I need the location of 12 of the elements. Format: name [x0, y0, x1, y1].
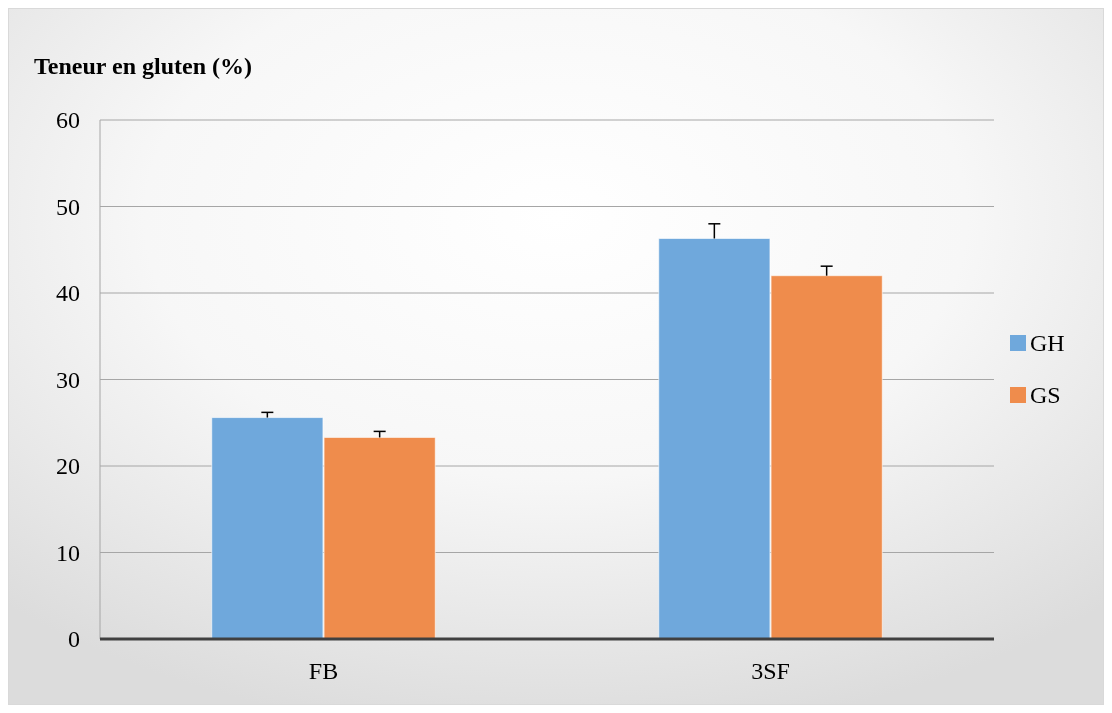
- y-tick-label: 50: [56, 193, 80, 220]
- y-tick-label: 20: [56, 453, 80, 480]
- y-tick-label: 40: [56, 280, 80, 307]
- text: GH: [1030, 330, 1065, 357]
- legend-label: GS: [1030, 382, 1061, 409]
- y-tick-label: 30: [56, 366, 80, 393]
- y-tick-label: 10: [56, 539, 80, 566]
- y-tick-label: 60: [56, 107, 80, 134]
- x-tick-label: 3SF: [751, 658, 790, 684]
- y-tick-label: 0: [68, 626, 80, 653]
- x-tick-label: FB: [308, 658, 339, 684]
- y-axis-title: Teneur en gluten (%): [34, 53, 253, 79]
